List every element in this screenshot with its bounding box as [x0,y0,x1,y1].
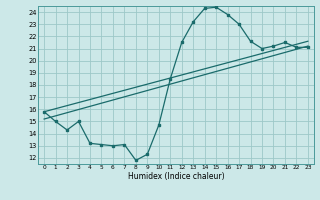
X-axis label: Humidex (Indice chaleur): Humidex (Indice chaleur) [128,172,224,181]
